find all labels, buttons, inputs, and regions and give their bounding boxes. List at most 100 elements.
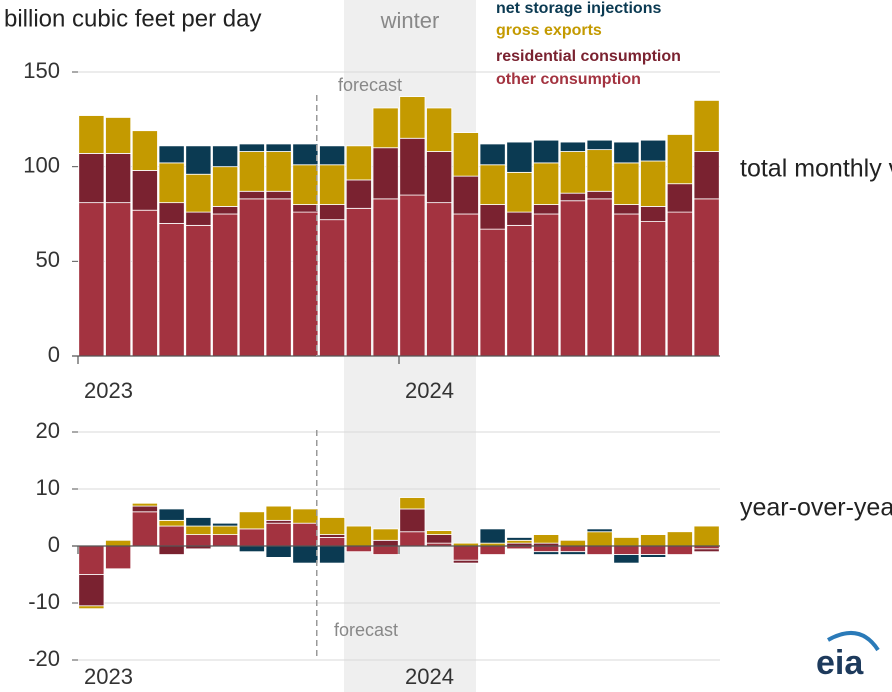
legend-entry: gross exports bbox=[496, 22, 602, 39]
bar-segment bbox=[78, 605, 105, 610]
y-tick-label: 0 bbox=[48, 342, 60, 367]
bar-segment bbox=[292, 143, 319, 166]
bar-segment bbox=[586, 190, 613, 200]
bar-segment bbox=[613, 204, 640, 215]
bar-segment bbox=[372, 539, 399, 547]
bar-segment bbox=[372, 528, 399, 541]
bar-segment bbox=[319, 164, 346, 205]
bar-segment bbox=[613, 554, 640, 564]
bar-segment bbox=[212, 522, 239, 527]
bar-segment bbox=[78, 545, 105, 575]
bar-segment bbox=[479, 545, 506, 555]
bar-segment bbox=[613, 545, 640, 555]
bar-segment bbox=[479, 228, 506, 357]
bar-segment bbox=[399, 137, 426, 196]
bar-segment bbox=[319, 534, 346, 538]
bar-segment bbox=[559, 141, 586, 152]
bar-segment bbox=[693, 525, 720, 547]
bar-segment bbox=[426, 530, 453, 535]
bar-segment bbox=[238, 190, 265, 200]
bar-segment bbox=[559, 539, 586, 547]
panel: -20 -10 0 10 20 2023 2024 bbox=[28, 418, 720, 689]
bar-segment bbox=[479, 164, 506, 205]
bar-segment bbox=[158, 162, 185, 204]
bar-segment bbox=[399, 531, 426, 547]
bar-segment bbox=[586, 531, 613, 547]
bar-segment bbox=[292, 522, 319, 547]
bar-segment bbox=[212, 525, 239, 535]
panel-label: total monthly volumes bbox=[740, 155, 892, 183]
bar-segment bbox=[212, 145, 239, 168]
bar-segment bbox=[586, 139, 613, 151]
bar-segment bbox=[265, 505, 292, 521]
panel: 0 50 100 150 2023 2024 bbox=[23, 58, 720, 403]
chart-title: billion cubic feet per day bbox=[4, 5, 261, 32]
bar-segment bbox=[506, 171, 533, 213]
bar-segment bbox=[640, 221, 667, 357]
bar-segment bbox=[345, 145, 372, 181]
legend-entry: net storage injections bbox=[496, 0, 661, 17]
bar-segment bbox=[666, 211, 693, 357]
bar-segment bbox=[292, 508, 319, 524]
bar-segment bbox=[265, 151, 292, 192]
bar-segment bbox=[452, 132, 479, 177]
bar-segment bbox=[640, 545, 667, 555]
bar-segment bbox=[426, 107, 453, 152]
bar-segment bbox=[613, 162, 640, 205]
bar-segment bbox=[640, 139, 667, 162]
winter-label: winter bbox=[380, 8, 440, 33]
bar-segment bbox=[158, 525, 185, 547]
bar-segment bbox=[452, 545, 479, 561]
bar-segment bbox=[185, 211, 212, 226]
bar-segment bbox=[613, 537, 640, 547]
bar-segment bbox=[131, 502, 158, 507]
bar-segment bbox=[131, 209, 158, 357]
bar-segment bbox=[533, 139, 560, 164]
bar-segment bbox=[533, 534, 560, 544]
bar-segment bbox=[533, 545, 560, 553]
bar-segment bbox=[105, 117, 132, 154]
bar-segment bbox=[399, 497, 426, 510]
bar-segment bbox=[559, 200, 586, 357]
bar-segment bbox=[131, 170, 158, 211]
forecast-label: forecast bbox=[334, 620, 398, 640]
legend-entry: residential consumption bbox=[496, 48, 681, 65]
bar-segment bbox=[559, 192, 586, 202]
bar-segment bbox=[479, 528, 506, 544]
eia-logo: eia bbox=[816, 630, 880, 682]
bar-segment bbox=[78, 115, 105, 154]
bar-segment bbox=[212, 206, 239, 215]
bar-segment bbox=[238, 528, 265, 547]
bar-segment bbox=[533, 162, 560, 205]
bar-segment bbox=[479, 143, 506, 166]
y-tick-label: -10 bbox=[28, 589, 60, 614]
bar-segment bbox=[185, 517, 212, 527]
bar-segment bbox=[158, 202, 185, 224]
bar-segment bbox=[372, 107, 399, 149]
bar-segment bbox=[426, 151, 453, 204]
bar-segment bbox=[212, 166, 239, 207]
bar-segment bbox=[265, 519, 292, 524]
x-tick-label: 2024 bbox=[405, 378, 454, 403]
y-tick-label: 20 bbox=[36, 418, 60, 443]
y-tick-label: 50 bbox=[36, 247, 60, 272]
bar-segment bbox=[613, 141, 640, 164]
bar-segment bbox=[265, 198, 292, 357]
y-tick-label: 10 bbox=[36, 475, 60, 500]
forecast-label: forecast bbox=[338, 75, 402, 95]
bar-segment bbox=[78, 202, 105, 357]
bar-segment bbox=[292, 545, 319, 564]
bar-segment bbox=[292, 211, 319, 357]
x-tick-label: 2024 bbox=[405, 664, 454, 689]
bar-segment bbox=[693, 548, 720, 553]
bar-segment bbox=[506, 224, 533, 357]
bar-segment bbox=[158, 519, 185, 527]
bar-segment bbox=[131, 511, 158, 547]
bar-segment bbox=[559, 151, 586, 194]
y-tick-label: 150 bbox=[23, 58, 60, 83]
bar-segment bbox=[559, 545, 586, 553]
bar-segment bbox=[238, 143, 265, 152]
bar-segment bbox=[238, 198, 265, 357]
bar-segment bbox=[345, 207, 372, 357]
bar-segment bbox=[105, 153, 132, 204]
